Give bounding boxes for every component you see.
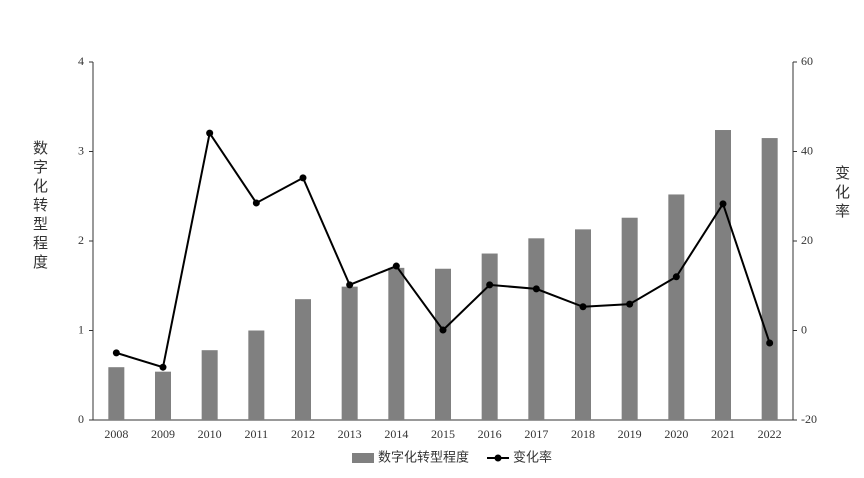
x-tick-label: 2020 <box>664 427 688 441</box>
point <box>439 326 447 334</box>
point <box>346 281 354 289</box>
point <box>299 174 307 182</box>
bar <box>295 299 311 420</box>
point <box>206 129 214 137</box>
x-tick-label: 2016 <box>478 427 502 441</box>
bar <box>341 286 358 420</box>
legend-label: 数字化转型程度 <box>378 450 469 466</box>
point <box>486 281 494 289</box>
bar <box>388 267 405 420</box>
x-tick-label: 2008 <box>104 427 128 441</box>
bar <box>528 238 545 420</box>
x-tick-label: 2018 <box>571 427 595 441</box>
y-axis-label: 数字化转型程度 <box>31 140 49 273</box>
bar <box>108 367 125 420</box>
bar <box>761 138 778 420</box>
point <box>392 262 400 270</box>
point <box>672 273 680 281</box>
y2-tick-label: 60 <box>801 54 813 68</box>
y-tick-label: 2 <box>78 233 84 247</box>
point <box>579 303 587 311</box>
bar <box>575 229 591 420</box>
point <box>719 200 727 208</box>
y2-tick-label: 0 <box>801 322 807 336</box>
bar <box>155 371 171 420</box>
bar <box>435 268 451 420</box>
x-tick-label: 2021 <box>711 427 735 441</box>
bar <box>481 253 498 420</box>
y2-tick-label: 40 <box>801 143 813 157</box>
x-tick-label: 2013 <box>338 427 362 441</box>
y-tick-label: 3 <box>78 143 84 157</box>
x-tick-label: 2011 <box>245 427 269 441</box>
y2-tick-label: 20 <box>801 233 813 247</box>
y-tick-label: 1 <box>78 322 84 336</box>
bar <box>621 217 638 420</box>
x-tick-label: 2019 <box>618 427 642 441</box>
x-tick-label: 2009 <box>151 427 175 441</box>
x-tick-label: 2014 <box>384 427 408 441</box>
y2-axis-label: 变化率 <box>833 165 851 222</box>
point <box>159 363 167 371</box>
bar <box>248 330 265 420</box>
point <box>766 339 774 347</box>
point <box>532 285 540 293</box>
y-tick-label: 0 <box>78 412 84 426</box>
x-tick-label: 2012 <box>291 427 315 441</box>
legend-swatch <box>352 453 374 463</box>
bar <box>201 350 218 420</box>
x-tick-label: 2017 <box>524 427 548 441</box>
bar <box>715 130 731 420</box>
y2-tick-label: -20 <box>801 412 817 426</box>
legend-label: 变化率 <box>513 450 552 466</box>
point <box>252 199 260 207</box>
x-tick-label: 2015 <box>431 427 455 441</box>
x-tick-label: 2022 <box>758 427 782 441</box>
point <box>112 349 120 357</box>
legend-swatch <box>494 454 502 462</box>
point <box>626 300 634 308</box>
y-tick-label: 4 <box>78 54 84 68</box>
x-tick-label: 2010 <box>198 427 222 441</box>
bar <box>668 194 685 420</box>
